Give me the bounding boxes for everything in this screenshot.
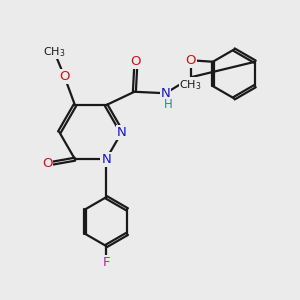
Text: CH$_3$: CH$_3$	[43, 45, 65, 58]
Text: CH$_3$: CH$_3$	[179, 78, 202, 92]
Text: O: O	[42, 157, 52, 170]
Text: H: H	[164, 98, 172, 111]
Text: N: N	[101, 153, 111, 166]
Text: methoxy: methoxy	[51, 51, 57, 52]
Text: F: F	[102, 256, 110, 269]
Text: O: O	[59, 70, 70, 83]
Text: O: O	[130, 55, 141, 68]
Text: N: N	[161, 87, 170, 100]
Text: N: N	[117, 126, 127, 139]
Text: methoxy: methoxy	[51, 51, 57, 52]
Text: O: O	[185, 54, 196, 67]
